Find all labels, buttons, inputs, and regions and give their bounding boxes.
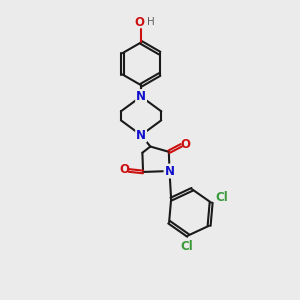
Text: N: N <box>164 164 175 178</box>
Text: O: O <box>135 16 145 29</box>
Text: O: O <box>181 138 190 151</box>
Text: Cl: Cl <box>215 191 228 204</box>
Text: N: N <box>136 129 146 142</box>
Text: O: O <box>120 163 130 176</box>
Text: N: N <box>136 90 146 103</box>
Text: H: H <box>147 17 154 27</box>
Text: Cl: Cl <box>181 240 194 253</box>
